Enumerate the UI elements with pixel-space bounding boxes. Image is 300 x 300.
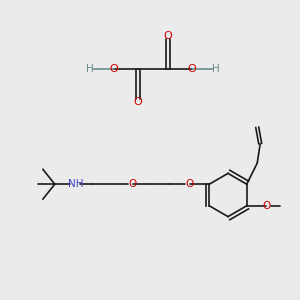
Text: O: O (188, 64, 196, 74)
Text: O: O (262, 201, 270, 211)
Text: H: H (212, 64, 220, 74)
Text: O: O (164, 31, 172, 41)
Text: O: O (134, 97, 142, 107)
Text: O: O (186, 179, 194, 189)
Text: NH: NH (68, 179, 83, 189)
Text: H: H (86, 64, 94, 74)
Text: O: O (110, 64, 118, 74)
Text: O: O (129, 179, 137, 189)
